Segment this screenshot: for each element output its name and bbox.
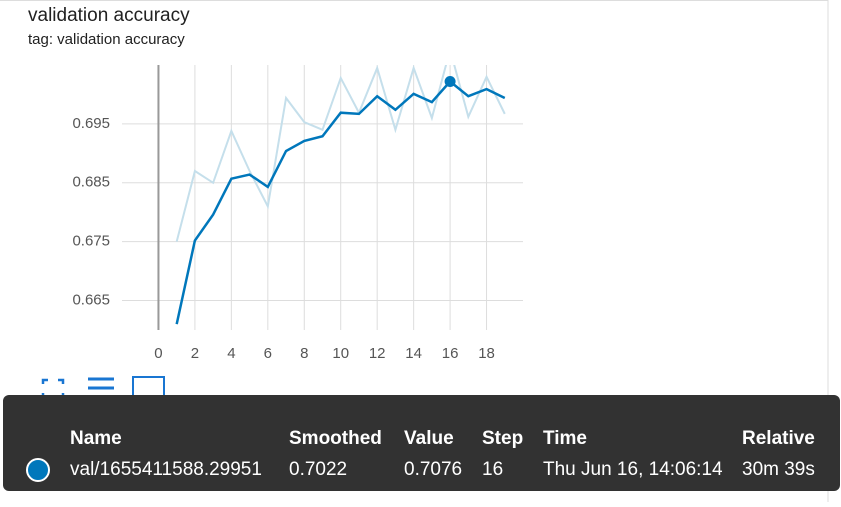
- tooltip-header: Value: [404, 428, 454, 449]
- chart-subtitle: tag: validation accuracy: [28, 31, 185, 48]
- tooltip-cell: val/1655411588.29951: [70, 459, 262, 480]
- fullscreen-icon[interactable]: [41, 378, 65, 399]
- y-tick-label: 0.685: [72, 174, 110, 191]
- x-tick-label: 14: [405, 345, 422, 362]
- x-tick-label: 6: [264, 345, 272, 362]
- tooltip-cell: Thu Jun 16, 14:06:14: [543, 459, 723, 480]
- series-group: [175, 65, 506, 325]
- tooltip: [3, 395, 840, 491]
- x-tick-label: 0: [154, 345, 162, 362]
- run-swatch: [26, 458, 50, 482]
- x-tick-label: 18: [478, 345, 495, 362]
- y-tick-label: 0.675: [72, 233, 110, 250]
- tooltip-cell: 0.7022: [289, 459, 347, 480]
- series-line: [175, 65, 506, 242]
- tooltip-header: Step: [482, 428, 523, 449]
- y-tick-label: 0.695: [72, 115, 110, 132]
- list-icon[interactable]: [88, 377, 114, 399]
- x-tick-label: 2: [191, 345, 199, 362]
- tooltip-table: Name Smoothed Value Step Time Relative val/165…: [70, 428, 815, 480]
- tooltip-cell: 16: [482, 459, 503, 480]
- tooltip-cell: 0.7076: [404, 459, 462, 480]
- y-tick-label: 0.665: [72, 292, 110, 309]
- x-tick-label: 10: [332, 345, 349, 362]
- plot: 0.665 0.675 0.685 0.695 0 2 4 6 8 10 12 14 16 18: [72, 65, 523, 362]
- tooltip-header: Relative: [742, 428, 815, 449]
- chart-title: validation accuracy: [28, 5, 190, 26]
- hover-point: [444, 75, 456, 87]
- x-tick-label: 12: [369, 345, 386, 362]
- x-tick-label: 8: [300, 345, 308, 362]
- tooltip-cell: 30m 39s: [742, 459, 815, 480]
- tooltip-header: Smoothed: [289, 428, 382, 449]
- tooltip-header: Name: [70, 428, 122, 449]
- x-tick-label: 4: [227, 345, 235, 362]
- x-tick-label: 16: [442, 345, 459, 362]
- tooltip-header: Time: [543, 428, 587, 449]
